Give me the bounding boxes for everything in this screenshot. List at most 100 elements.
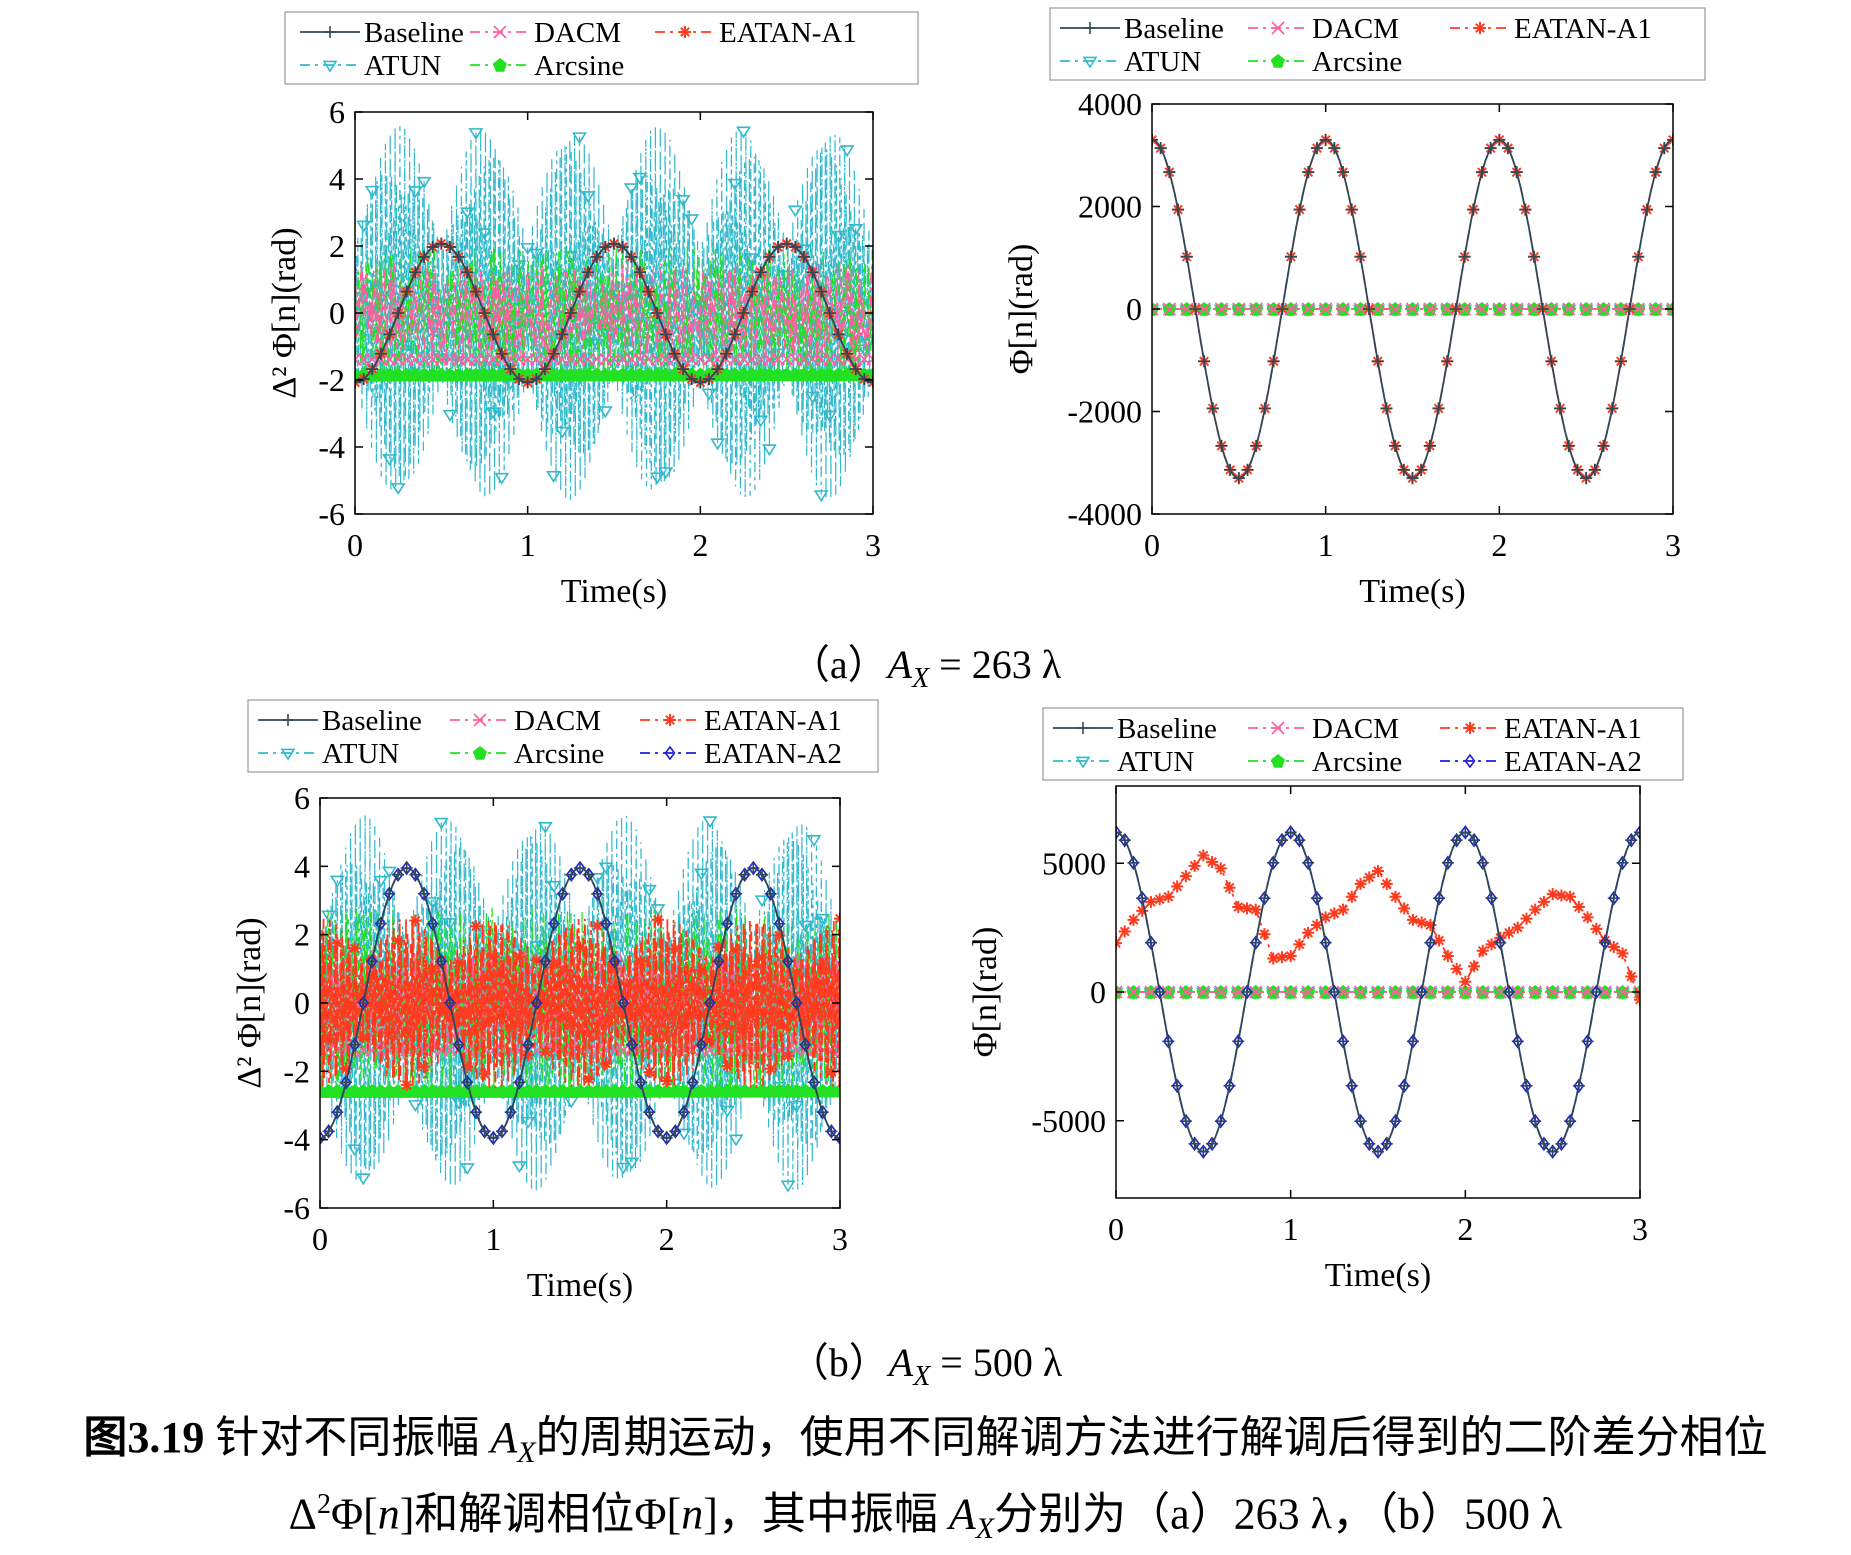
y-tick-label: -4 <box>283 1122 310 1158</box>
y-axis-label: Φ[n](rad) <box>1003 244 1040 375</box>
series-line-dacm <box>355 262 873 364</box>
y-tick-label: 0 <box>1126 291 1142 327</box>
legend-item-baseline: Baseline <box>1053 713 1217 745</box>
x-tick-label: 0 <box>1108 1211 1124 1247</box>
legend-marker <box>1474 22 1486 34</box>
legend-label: ATUN <box>322 738 399 770</box>
legend-item-baseline: Baseline <box>1060 13 1224 45</box>
chart-b-right: 0 1 2 3 -5000 0 5000 Time(s) Φ[n](rad) Baseline DA… <box>967 707 1684 1294</box>
legend-marker <box>1271 53 1285 68</box>
plot-area <box>320 815 840 1193</box>
series-markers-eatan-a1 <box>320 912 840 1091</box>
series-markers-eatan-a1 <box>1116 849 1640 1006</box>
series-markers-dacm <box>1116 985 1640 999</box>
plot-area <box>355 125 873 503</box>
legend-item-arcsine: Arcsine <box>1248 746 1402 778</box>
legend-marker <box>280 748 296 761</box>
legend-label: EATAN-A1 <box>719 17 857 49</box>
y-axis-label: Φ[n](rad) <box>967 927 1004 1058</box>
legend-box <box>247 699 879 773</box>
legend: Baseline DACM EATAN-A1 ATUN Arcsine <box>284 11 919 85</box>
legend-label: EATAN-A2 <box>704 738 842 770</box>
y-tick-label: 6 <box>329 94 345 130</box>
x-tick-label: 3 <box>1632 1211 1648 1247</box>
legend-item-dacm: DACM <box>1248 13 1399 45</box>
legend-label: Arcsine <box>514 738 604 770</box>
x-tick-label: 2 <box>692 527 708 563</box>
y-tick-label: -2 <box>283 1053 310 1089</box>
y-tick-label: -5000 <box>1031 1103 1106 1139</box>
y-axis-label: Δ² Φ[n](rad) <box>231 917 268 1088</box>
legend-item-dacm: DACM <box>470 17 621 49</box>
legend-marker <box>1271 721 1285 735</box>
legend: Baseline DACM EATAN-A1 ATUN Arcsine EATAN-A2 <box>247 699 879 773</box>
legend: Baseline DACM EATAN-A1 ATUN Arcsine EATAN-A2 <box>1042 707 1684 781</box>
legend-item-eatan-a1: EATAN-A1 <box>655 17 857 49</box>
series-line-atun <box>355 125 873 501</box>
legend-item-atun: ATUN <box>300 50 441 82</box>
subcaption-b: （b）AX = 500 λ <box>788 1340 1063 1392</box>
x-tick-label: 0 <box>312 1221 328 1257</box>
legend-label: Arcsine <box>1312 746 1402 778</box>
legend-marker <box>1077 722 1089 734</box>
x-tick-label: 1 <box>520 527 536 563</box>
y-tick-label: -4 <box>318 429 345 465</box>
legend-item-arcsine: Arcsine <box>1248 46 1402 78</box>
chart-a-left: 0 1 2 3 -6 -4 -2 0 2 4 6 Time(s) Δ² Φ[n](rad) Baselin… <box>266 11 919 610</box>
y-tick-label: -4000 <box>1067 496 1142 532</box>
x-tick-label: 2 <box>1457 1211 1473 1247</box>
x-tick-label: 3 <box>832 1221 848 1257</box>
legend-item-arcsine: Arcsine <box>450 738 604 770</box>
y-tick-label: 0 <box>294 985 310 1021</box>
x-tick-label: 3 <box>865 527 881 563</box>
legend-item-dacm: DACM <box>450 705 601 737</box>
legend-label: ATUN <box>1124 46 1201 78</box>
legend-label: Baseline <box>1117 713 1217 745</box>
legend-item-dacm: DACM <box>1248 713 1399 745</box>
legend-box <box>1049 7 1706 81</box>
x-tick-label: 2 <box>659 1221 675 1257</box>
legend-label: Arcsine <box>1312 46 1402 78</box>
legend-label: EATAN-A2 <box>1504 746 1642 778</box>
legend-label: DACM <box>534 17 621 49</box>
subcaption-a: （a）AX = 263 λ <box>789 642 1062 694</box>
legend: Baseline DACM EATAN-A1 ATUN Arcsine <box>1049 7 1706 81</box>
x-tick-label: 3 <box>1665 527 1681 563</box>
legend-marker <box>664 714 676 726</box>
chart-a-right: 0 1 2 3 -4000 -2000 0 2000 4000 Time(s) Φ[n](rad) B… <box>1003 7 1706 610</box>
series-markers-baseline <box>1116 826 1640 1158</box>
y-axis-label: Δ² Φ[n](rad) <box>266 227 303 398</box>
legend-marker <box>664 745 676 761</box>
y-tick-label: -2000 <box>1067 394 1142 430</box>
legend-item-eatan-a1: EATAN-A1 <box>1450 13 1652 45</box>
legend-marker <box>324 26 336 38</box>
legend-box <box>1042 707 1684 781</box>
legend-label: Baseline <box>1124 13 1224 45</box>
legend-item-atun: ATUN <box>1053 746 1194 778</box>
legend-label: ATUN <box>364 50 441 82</box>
series-markers-arcsine <box>320 1083 840 1098</box>
y-tick-label: 5000 <box>1042 845 1106 881</box>
legend-item-atun: ATUN <box>1060 46 1201 78</box>
series-markers-dacm <box>1152 302 1673 316</box>
series-markers-baseline <box>1152 133 1673 485</box>
legend-label: ATUN <box>1117 746 1194 778</box>
y-tick-label: -6 <box>318 496 345 532</box>
legend-marker <box>473 745 487 760</box>
series-markers-dacm <box>355 352 873 366</box>
legend-marker <box>1271 21 1285 35</box>
series-markers-baseline <box>355 237 873 389</box>
y-tick-label: 0 <box>329 295 345 331</box>
y-tick-label: 0 <box>1090 974 1106 1010</box>
legend-item-baseline: Baseline <box>300 17 464 49</box>
legend-label: EATAN-A1 <box>704 705 842 737</box>
legend-item-eatan-a2: EATAN-A2 <box>640 738 842 770</box>
legend-item-baseline: Baseline <box>258 705 422 737</box>
x-tick-label: 1 <box>1318 527 1334 563</box>
y-tick-label: -6 <box>283 1190 310 1226</box>
y-tick-label: 2000 <box>1078 189 1142 225</box>
y-tick-label: 6 <box>294 780 310 816</box>
legend-marker <box>493 57 507 72</box>
x-tick-label: 0 <box>347 527 363 563</box>
